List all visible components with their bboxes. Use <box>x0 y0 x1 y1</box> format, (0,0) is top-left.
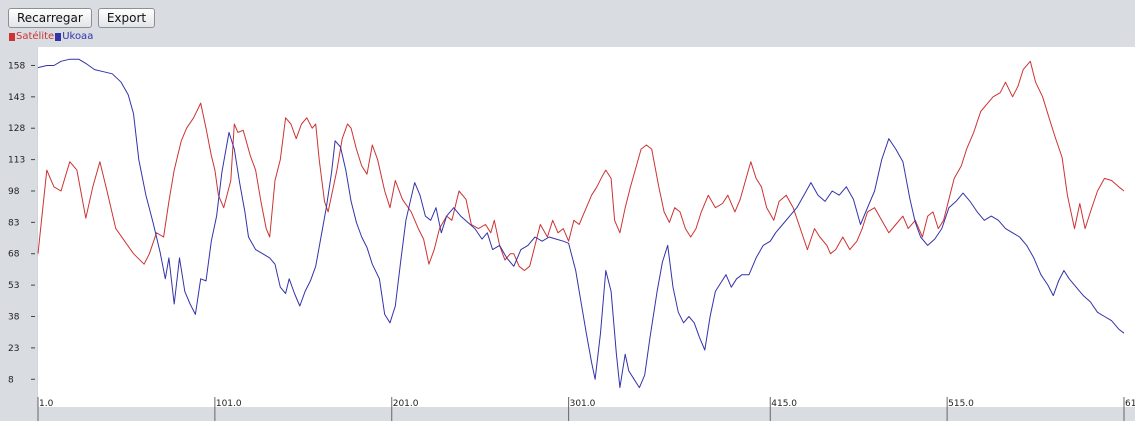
toolbar: Recarregar Export <box>8 8 156 30</box>
legend-label-satelite: Satélite <box>16 31 55 42</box>
y-tick-label: 158 <box>8 61 25 71</box>
y-tick-label: 23 <box>8 344 19 354</box>
x-tick-label: 1.0 <box>39 399 54 409</box>
export-button[interactable]: Export <box>97 8 156 28</box>
y-tick-label: 38 <box>8 313 20 323</box>
y-tick-label: 83 <box>8 218 19 228</box>
legend-swatch-satelite <box>9 33 15 41</box>
x-tick-label: 301.0 <box>570 399 596 409</box>
y-tick-label: 8 <box>8 375 14 385</box>
reload-button[interactable]: Recarregar <box>8 8 92 28</box>
chart-legend: Satélite Ukoaa <box>9 31 94 43</box>
plot-background <box>38 47 1135 407</box>
y-tick-label: 143 <box>8 93 25 103</box>
x-tick-label: 101.0 <box>216 399 242 409</box>
y-tick-label: 98 <box>8 187 20 197</box>
line-chart: 158 143 128 113 98 83 68 53 38 23 8 1.0 101.0 201.0 30… <box>0 47 1135 421</box>
y-tick-label: 128 <box>8 124 25 134</box>
x-tick-label: 615.0 <box>1125 399 1135 409</box>
x-tick-label: 515.0 <box>948 399 974 409</box>
y-tick-label: 68 <box>8 250 20 260</box>
x-axis-strip <box>0 407 1135 421</box>
series-line-satelite <box>37 60 1125 271</box>
legend-swatch-ukoaa <box>55 33 62 41</box>
x-tick-label: 201.0 <box>393 399 419 409</box>
series-line-ukoaa <box>37 58 1125 389</box>
x-tick-label: 415.0 <box>771 399 797 409</box>
legend-label-ukoaa: Ukoaa <box>62 31 94 42</box>
chart-area: 158 143 128 113 98 83 68 53 38 23 8 1.0 101.0 201.0 30… <box>0 47 1135 421</box>
y-tick-label: 53 <box>8 281 19 291</box>
y-tick-label: 113 <box>8 156 25 166</box>
